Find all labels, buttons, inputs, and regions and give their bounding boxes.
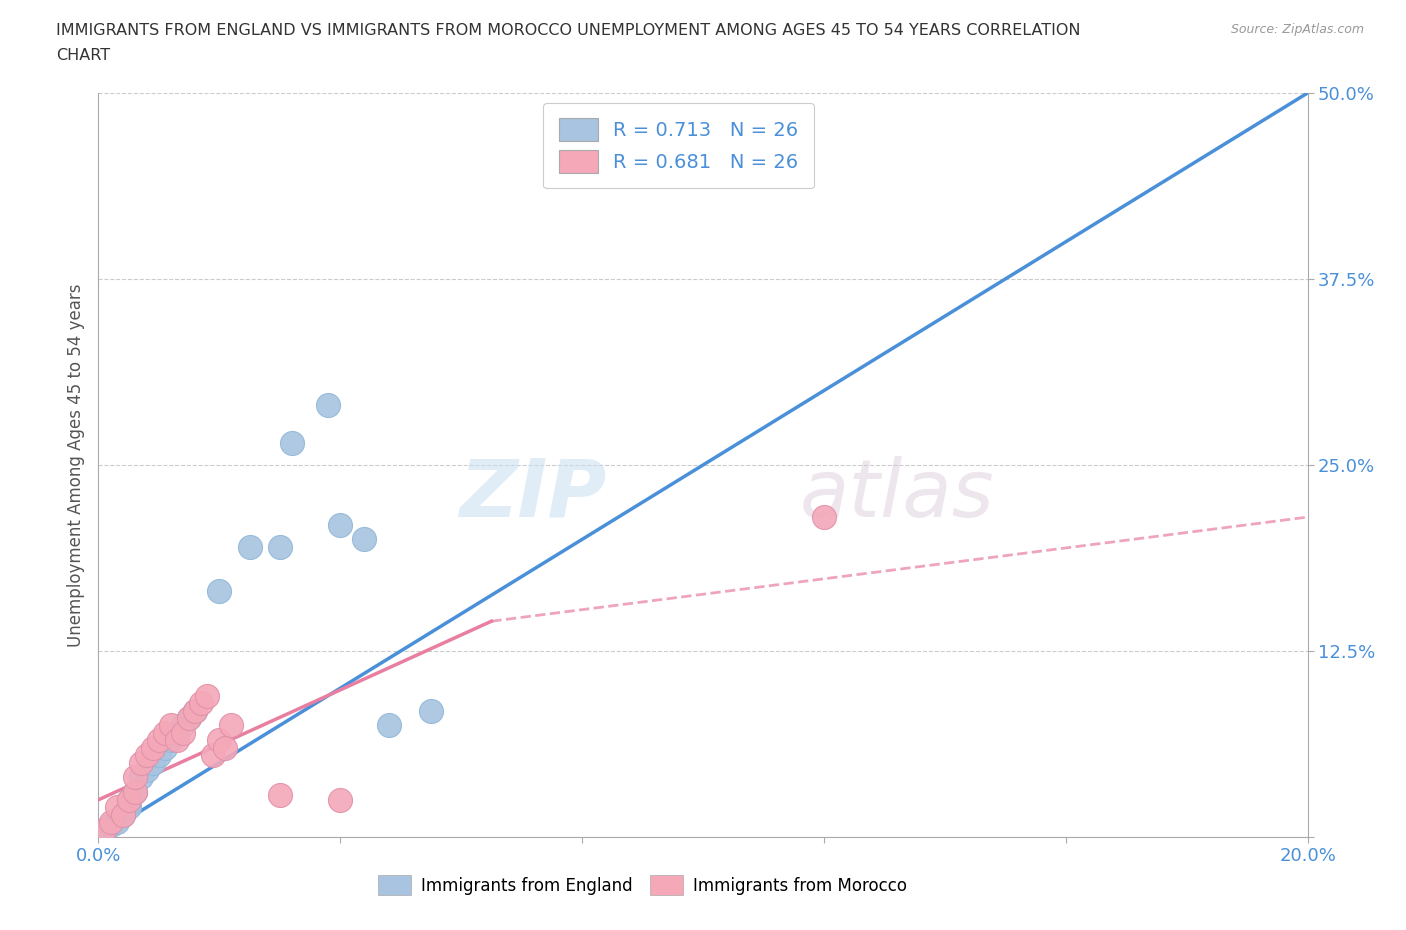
Point xyxy=(329,792,352,807)
Text: CHART: CHART xyxy=(56,48,110,63)
Point xyxy=(118,792,141,807)
Point xyxy=(124,770,146,785)
Point xyxy=(179,711,201,725)
Point xyxy=(100,815,122,830)
Point xyxy=(148,733,170,748)
Point xyxy=(190,696,212,711)
Point xyxy=(166,733,188,748)
Point xyxy=(93,822,115,837)
Y-axis label: Unemployment Among Ages 45 to 54 years: Unemployment Among Ages 45 to 54 years xyxy=(66,284,84,646)
Point xyxy=(160,733,183,748)
Point xyxy=(129,770,152,785)
Point xyxy=(160,718,183,733)
Point xyxy=(153,725,176,740)
Point xyxy=(118,800,141,815)
Text: Source: ZipAtlas.com: Source: ZipAtlas.com xyxy=(1230,23,1364,36)
Point xyxy=(124,785,146,800)
Point xyxy=(269,788,291,803)
Point xyxy=(111,807,134,822)
Point xyxy=(239,539,262,554)
Text: IMMIGRANTS FROM ENGLAND VS IMMIGRANTS FROM MOROCCO UNEMPLOYMENT AMONG AGES 45 TO: IMMIGRANTS FROM ENGLAND VS IMMIGRANTS FR… xyxy=(56,23,1081,38)
Point xyxy=(142,755,165,770)
Point xyxy=(93,822,115,837)
Point xyxy=(135,748,157,763)
Point xyxy=(329,517,352,532)
Point xyxy=(813,510,835,525)
Point xyxy=(166,725,188,740)
Point xyxy=(221,718,243,733)
Point xyxy=(316,398,339,413)
Point xyxy=(148,748,170,763)
Point xyxy=(142,740,165,755)
Text: ZIP: ZIP xyxy=(458,456,606,534)
Point xyxy=(353,532,375,547)
Point xyxy=(100,817,122,832)
Point xyxy=(172,718,194,733)
Point xyxy=(184,703,207,718)
Legend: Immigrants from England, Immigrants from Morocco: Immigrants from England, Immigrants from… xyxy=(370,867,915,903)
Point xyxy=(208,584,231,599)
Point xyxy=(420,703,443,718)
Point xyxy=(135,763,157,777)
Point xyxy=(184,703,207,718)
Point xyxy=(129,755,152,770)
Point xyxy=(153,740,176,755)
Point xyxy=(124,785,146,800)
Point xyxy=(172,725,194,740)
Point xyxy=(214,740,236,755)
Text: atlas: atlas xyxy=(800,456,994,534)
Point xyxy=(202,748,225,763)
Point xyxy=(179,711,201,725)
Point xyxy=(281,435,304,450)
Point xyxy=(105,815,128,830)
Point xyxy=(377,718,399,733)
Point xyxy=(269,539,291,554)
Point xyxy=(195,688,218,703)
Point xyxy=(111,807,134,822)
Point xyxy=(105,800,128,815)
Point xyxy=(118,792,141,807)
Point xyxy=(208,733,231,748)
